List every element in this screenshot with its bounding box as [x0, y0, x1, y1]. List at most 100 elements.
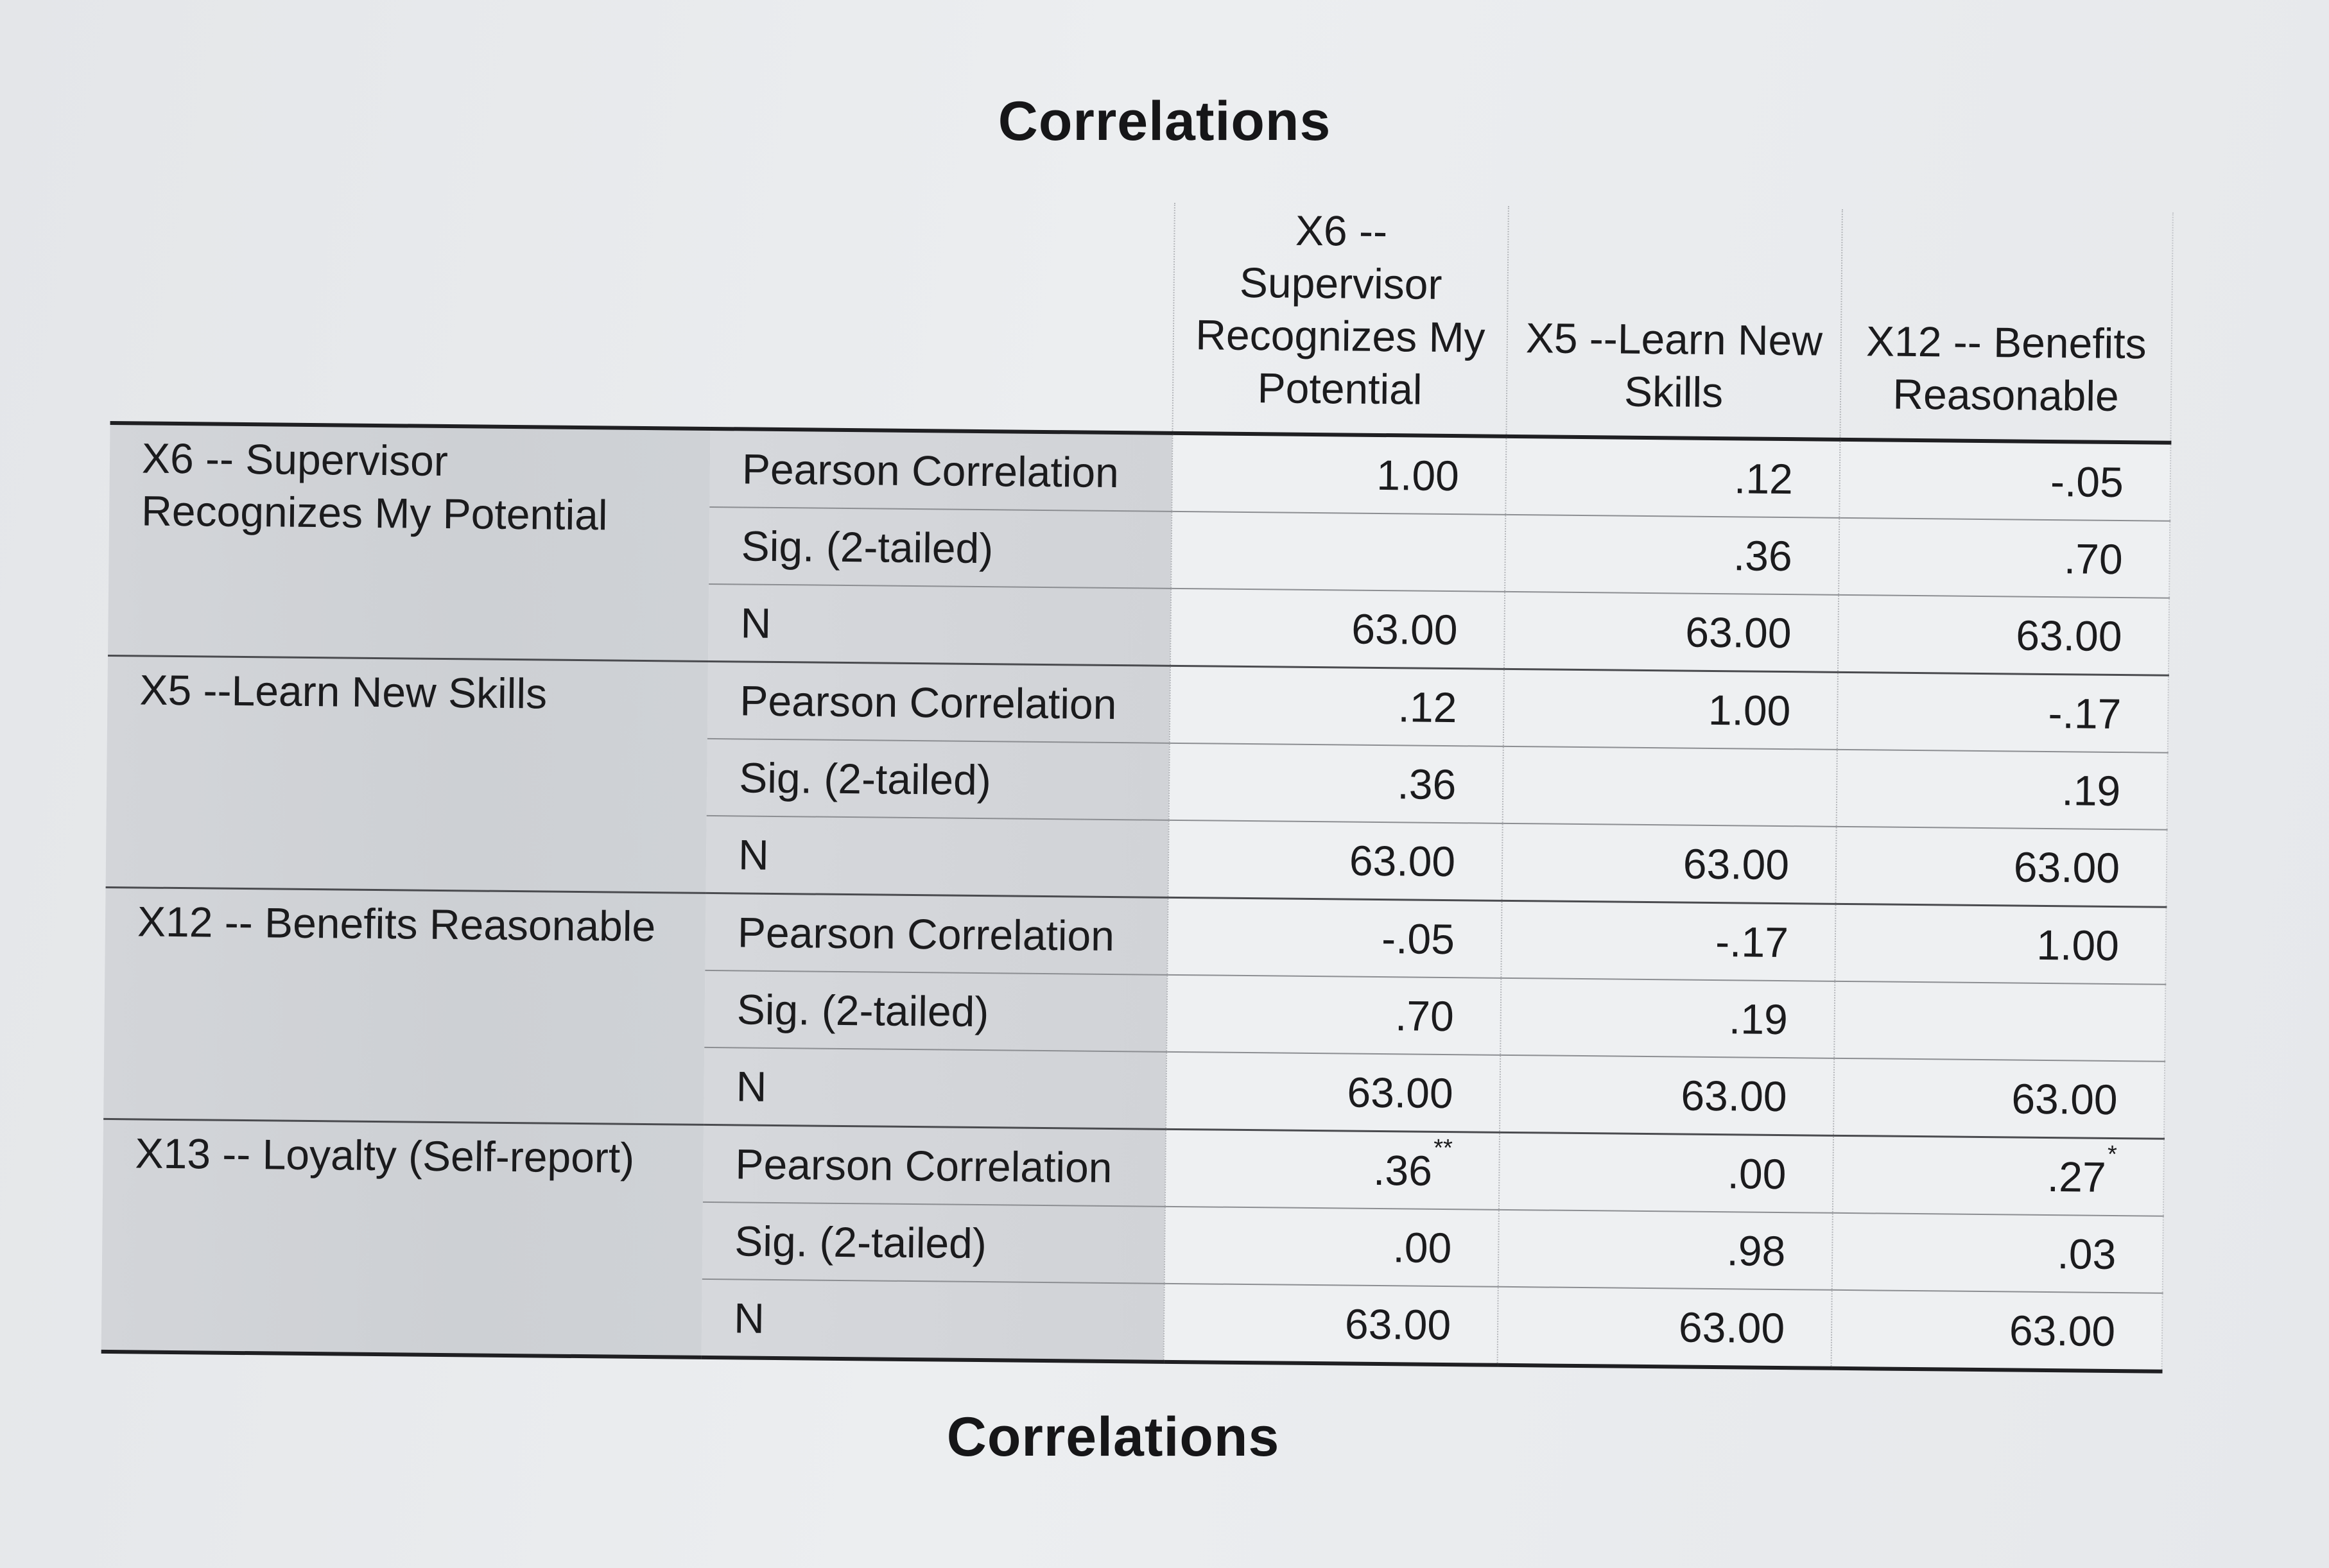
statistic-label: N — [706, 815, 1169, 898]
correlation-value-cell: .00 — [1498, 1132, 1834, 1213]
significance-flag: * — [2107, 1141, 2117, 1169]
statistic-label: Pearson Correlation — [705, 893, 1168, 975]
correlation-value: 63.00 — [1685, 608, 1792, 657]
correlation-value: 63.00 — [2009, 1306, 2116, 1356]
correlation-value: .36 — [1733, 531, 1793, 580]
correlation-value-cell: 63.00 — [1168, 820, 1503, 901]
correlation-value: .12 — [1398, 683, 1457, 732]
correlation-value-cell: .12 — [1169, 666, 1504, 746]
row-variable-label: X6 -- Supervisor Recognizes My Potential — [108, 422, 711, 662]
row-variable-line: X12 -- Benefits Reasonable — [137, 897, 656, 951]
correlation-value: .98 — [1726, 1227, 1786, 1275]
column-header-line: X12 -- Benefits — [1866, 317, 2147, 368]
row-variable-line: X13 -- Loyalty (Self-report) — [135, 1129, 635, 1182]
correlation-value: .03 — [2057, 1230, 2117, 1279]
statistic-label: Sig. (2-tailed) — [702, 1202, 1165, 1284]
statistic-label: Pearson Correlation — [709, 428, 1173, 512]
significance-flag: ** — [1433, 1134, 1453, 1162]
correlation-value-cell — [1502, 746, 1837, 827]
correlation-value-cell: .19 — [1836, 749, 2168, 830]
correlation-value: .70 — [1394, 992, 1455, 1040]
statistic-label: Sig. (2-tailed) — [706, 738, 1170, 820]
statistic-label: N — [701, 1279, 1164, 1362]
correlation-value-cell: .70 — [1839, 517, 2170, 598]
correlation-value: -.17 — [2048, 689, 2122, 738]
table-title: Correlations — [998, 90, 1331, 152]
correlation-value-cell: .98 — [1498, 1209, 1833, 1290]
statistic-label: Sig. (2-tailed) — [709, 506, 1172, 589]
correlation-value-cell — [1834, 981, 2166, 1062]
correlation-value: -.05 — [1381, 915, 1455, 963]
correlation-value: 63.00 — [2013, 843, 2120, 892]
column-header-line: X6 -- — [1295, 206, 1388, 255]
correlation-value: .00 — [1392, 1223, 1452, 1272]
statistic-label: Pearson Correlation — [707, 661, 1170, 743]
correlation-value: -.17 — [1715, 918, 1789, 967]
correlation-value-cell: 63.00 — [1835, 826, 2167, 908]
correlation-value: 63.00 — [1349, 836, 1456, 886]
correlation-value-cell: .36** — [1164, 1129, 1500, 1210]
correlation-value: -.05 — [2050, 458, 2124, 506]
statistic-label: N — [704, 1047, 1167, 1130]
correlation-value-cell: 63.00 — [1837, 594, 2170, 676]
correlation-value-cell: .36 — [1168, 743, 1503, 823]
correlation-value-cell: 1.00 — [1835, 904, 2167, 985]
correlation-value: 63.00 — [1681, 1071, 1787, 1121]
row-variable-line: X5 --Learn New Skills — [139, 666, 548, 718]
correlation-value: 63.00 — [1678, 1303, 1785, 1352]
correlation-value: 63.00 — [1344, 1300, 1451, 1349]
correlation-value: .70 — [2063, 535, 2124, 583]
correlation-value: .36 — [1397, 760, 1457, 809]
correlation-value: .00 — [1727, 1150, 1787, 1198]
correlation-value-cell: 63.00 — [1163, 1283, 1498, 1365]
row-variable-label: X13 -- Loyalty (Self-report) — [101, 1119, 704, 1357]
correlation-value-cell: .03 — [1831, 1212, 2163, 1293]
correlation-value: 63.00 — [1683, 840, 1790, 889]
correlation-value-cell: .12 — [1505, 436, 1840, 518]
correlation-value-cell: 63.00 — [1503, 591, 1839, 673]
column-header-line: Supervisor — [1239, 258, 1442, 308]
correlation-value-cell: .00 — [1164, 1206, 1499, 1287]
correlation-value: 1.00 — [1708, 685, 1791, 735]
column-header-line: X5 --Learn New — [1525, 314, 1823, 365]
column-header-line: Potential — [1257, 364, 1423, 413]
header-row: X6 -- Supervisor Recognizes My Potential X5… — [110, 193, 2173, 443]
correlation-value-cell: .36 — [1505, 514, 1840, 595]
correlation-value-cell: 63.00 — [1502, 823, 1837, 904]
correlation-value: 63.00 — [2011, 1074, 2118, 1124]
next-table-title: Correlations — [946, 1406, 1280, 1468]
column-header-line: Reasonable — [1892, 370, 2120, 420]
correlation-value-cell: .19 — [1500, 978, 1835, 1058]
correlation-value-cell: -.05 — [1839, 439, 2171, 521]
correlation-value-cell: 63.00 — [1833, 1058, 2165, 1139]
correlation-value-cell: -.05 — [1167, 897, 1502, 978]
column-header: X5 --Learn New Skills — [1506, 205, 1842, 440]
correlation-value-cell: 63.00 — [1831, 1289, 2163, 1372]
correlation-value-cell: .70 — [1166, 974, 1502, 1055]
correlation-value: 1.00 — [2036, 920, 2120, 970]
correlation-value-cell: -.17 — [1501, 900, 1836, 981]
correlation-value-cell: .27* — [1832, 1135, 2164, 1216]
row-variable-label: X12 -- Benefits Reasonable — [103, 887, 706, 1125]
correlation-value: .12 — [1733, 454, 1794, 503]
correlation-value-cell: 63.00 — [1500, 1055, 1835, 1136]
correlation-value-cell: -.17 — [1837, 672, 2169, 753]
correlation-value: 63.00 — [2015, 611, 2122, 660]
header-corner — [110, 193, 1175, 433]
correlation-value-cell — [1171, 511, 1506, 592]
correlation-value: .36 — [1372, 1146, 1433, 1194]
correlation-value: 1.00 — [1376, 451, 1460, 500]
row-variable-label: X5 --Learn New Skills — [105, 655, 709, 893]
correlation-value-cell: 1.00 — [1503, 669, 1838, 750]
row-variable-line: X6 -- Supervisor — [141, 434, 449, 485]
correlation-value: .27 — [2047, 1153, 2106, 1201]
column-header-line: Recognizes My — [1195, 311, 1485, 361]
correlation-value: .19 — [1728, 995, 1788, 1044]
column-header: X6 -- Supervisor Recognizes My Potential — [1172, 202, 1509, 436]
column-header-line: Skills — [1623, 367, 1724, 417]
correlation-value-cell: 63.00 — [1170, 588, 1505, 669]
correlation-value-cell: 63.00 — [1497, 1286, 1832, 1368]
statistic-label: Sig. (2-tailed) — [704, 970, 1168, 1052]
correlations-table: X6 -- Supervisor Recognizes My Potential X5… — [101, 193, 2174, 1374]
correlation-value: .19 — [2061, 766, 2121, 815]
